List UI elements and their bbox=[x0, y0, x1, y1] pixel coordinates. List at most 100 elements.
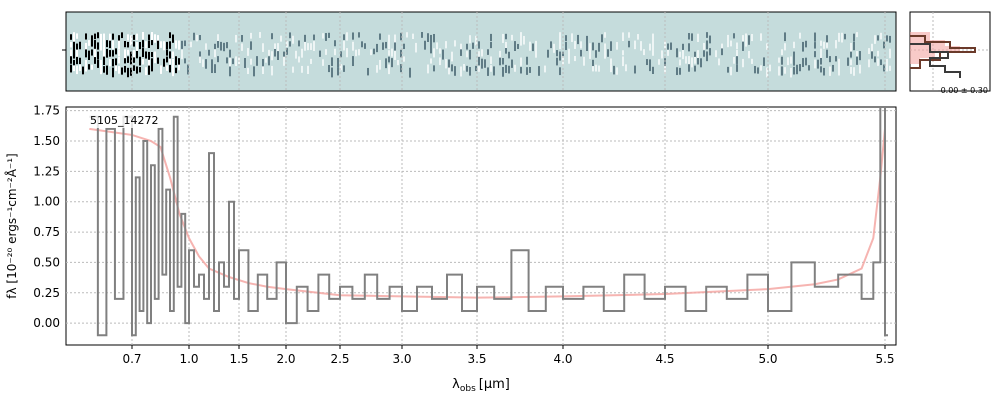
image-pixel bbox=[769, 64, 771, 72]
image-pixel bbox=[856, 56, 858, 65]
image-pixel bbox=[442, 49, 444, 60]
image-pixel bbox=[475, 35, 477, 46]
image-pixel bbox=[94, 49, 96, 60]
image-pixel bbox=[652, 40, 654, 51]
image-pixel bbox=[298, 56, 300, 63]
image-pixel bbox=[727, 40, 729, 48]
image-pixel bbox=[361, 41, 363, 48]
image-pixel bbox=[229, 66, 231, 77]
image-pixel bbox=[172, 59, 174, 69]
image-pixel bbox=[250, 58, 252, 65]
image-pixel bbox=[364, 43, 366, 49]
image-pixel bbox=[706, 51, 708, 62]
histogram-dark-line bbox=[910, 43, 961, 78]
image-pixel bbox=[76, 33, 78, 39]
image-pixel bbox=[262, 43, 264, 52]
image-pixel bbox=[259, 32, 261, 38]
image-pixel bbox=[652, 33, 654, 44]
image-pixel bbox=[469, 49, 471, 60]
image-pixel bbox=[121, 67, 123, 75]
image-pixel bbox=[505, 33, 507, 40]
image-pixel bbox=[151, 58, 153, 67]
image-pixel bbox=[85, 65, 87, 72]
histogram-panel: -0.00 ± 0.30 bbox=[909, 11, 991, 95]
image-pixel bbox=[850, 42, 852, 53]
image-pixel bbox=[751, 34, 753, 42]
image-pixel bbox=[784, 67, 786, 74]
image-pixel bbox=[112, 33, 114, 40]
image-pixel bbox=[202, 59, 204, 67]
image-pixel bbox=[406, 32, 408, 38]
image-pixel bbox=[388, 41, 390, 50]
image-pixel bbox=[886, 35, 888, 42]
image-pixel bbox=[421, 32, 423, 38]
image-pixel bbox=[802, 41, 804, 52]
image-pixel bbox=[388, 56, 390, 63]
image-pixel bbox=[793, 66, 795, 75]
image-pixel bbox=[175, 67, 177, 74]
image-pixel bbox=[730, 40, 732, 47]
image-pixel bbox=[154, 51, 156, 60]
image-pixel bbox=[583, 56, 585, 66]
image-pixel bbox=[181, 49, 183, 60]
image-pixel bbox=[133, 65, 135, 71]
image-pixel bbox=[451, 64, 453, 72]
image-pixel bbox=[232, 58, 234, 65]
image-pixel bbox=[76, 65, 78, 75]
image-pixel bbox=[544, 65, 546, 73]
grid-lines bbox=[66, 12, 896, 345]
image-pixel bbox=[127, 67, 129, 78]
image-pixel bbox=[178, 64, 180, 71]
image-pixel bbox=[649, 43, 651, 51]
image-pixel bbox=[481, 49, 483, 57]
image-pixel bbox=[637, 34, 639, 40]
image-pixel bbox=[733, 33, 735, 39]
image-pixel bbox=[175, 40, 177, 49]
image-pixel bbox=[733, 57, 735, 64]
image-pixel bbox=[118, 56, 120, 64]
image-pixel bbox=[397, 59, 399, 66]
image-pixel bbox=[175, 56, 177, 66]
image-pixel bbox=[181, 40, 183, 49]
x-tick-labels: 0.7 1.0 1.5 2.0 2.5 3.0 3.5 4.0 4.5 5.0 5.5 bbox=[122, 345, 895, 366]
image-pixel bbox=[73, 32, 75, 42]
image-pixel bbox=[709, 35, 711, 44]
image-pixel bbox=[445, 41, 447, 49]
image-pixel bbox=[172, 51, 174, 59]
image-pixel bbox=[415, 42, 417, 53]
image-pixel bbox=[505, 42, 507, 52]
image-pixel bbox=[535, 40, 537, 50]
image-pixel bbox=[853, 33, 855, 42]
image-pixel bbox=[337, 67, 339, 76]
image-pixel bbox=[76, 43, 78, 51]
image-pixel bbox=[868, 59, 870, 68]
image-pixel bbox=[283, 51, 285, 58]
image-pixel bbox=[262, 66, 264, 75]
image-pixel bbox=[154, 34, 156, 43]
image-pixel bbox=[301, 48, 303, 58]
image-pixel bbox=[214, 43, 216, 53]
image-pixel bbox=[646, 59, 648, 66]
image-pixel bbox=[154, 56, 156, 64]
image-pixel bbox=[832, 64, 834, 72]
image-pixel bbox=[136, 66, 138, 74]
x-tick-label: 4.5 bbox=[655, 352, 674, 366]
image-pixel bbox=[100, 64, 102, 75]
image-pixel bbox=[124, 49, 126, 60]
image-pixel bbox=[256, 56, 258, 66]
image-pixel bbox=[388, 50, 390, 56]
image-pixel bbox=[880, 59, 882, 66]
image-pixel bbox=[133, 50, 135, 58]
image-pixel bbox=[460, 66, 462, 77]
image-pixel bbox=[355, 49, 357, 57]
image-pixel bbox=[595, 64, 597, 72]
image-pixel bbox=[586, 35, 588, 45]
image-pixel bbox=[391, 58, 393, 68]
image-pixel bbox=[70, 34, 72, 40]
image-pixel bbox=[76, 56, 78, 65]
image-pixel bbox=[736, 56, 738, 64]
image-pixel bbox=[721, 43, 723, 51]
image-pixel bbox=[532, 43, 534, 52]
image-pixel bbox=[94, 33, 96, 40]
image-pixel bbox=[781, 56, 783, 65]
